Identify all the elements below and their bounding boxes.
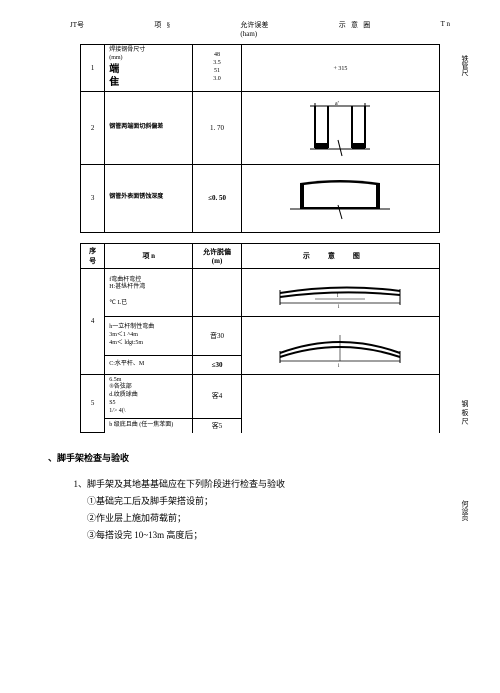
row1-num: 1 xyxy=(91,64,95,72)
row4-item-g: C:水平杆、M xyxy=(109,361,144,367)
row4-num: 4 xyxy=(91,317,95,325)
row3-tol: ≤0. 50 xyxy=(208,194,226,202)
table-row: 3 钢管外表面锈蚀深度 ≤0. 50 xyxy=(81,164,440,232)
hdr2-col3l: (m) xyxy=(212,257,223,265)
hdr2-col1: 序 号 xyxy=(89,247,96,265)
svg-text:a': a' xyxy=(335,101,339,107)
row5-num: 5 xyxy=(91,399,95,407)
row5-item-d: S5 xyxy=(109,400,188,408)
row3-num: 3 xyxy=(91,194,95,202)
row2-num: 2 xyxy=(91,124,95,132)
row1-item-a: 端 xyxy=(109,64,119,75)
row4-item-d: h一立杆制性弯曲 xyxy=(109,324,188,332)
svg-text:l: l xyxy=(338,305,340,310)
row5-item-e: 1/> 4(\ xyxy=(109,408,188,416)
row1-item-top: 焊接钢骨尺寸 xyxy=(109,47,188,55)
row1-tol-b: 51 xyxy=(197,68,236,76)
row1-tol-a: 3.5 xyxy=(197,60,236,68)
table-2: 序 号 项 n 允许脱偏(m) 示意图 4 f弯曲杆弯控 H:甚纵杆件湾 ℃ L… xyxy=(80,243,440,433)
side-label-3: 何设页 xyxy=(460,500,470,521)
row5-tol-a: 客4 xyxy=(212,392,223,400)
table-row: 5 6.5m ®各弦部 d.纹质球曲 S5 1/> 4(\ 客4 xyxy=(81,374,440,418)
row4-tol-b: 音30 xyxy=(210,332,224,340)
body-p4: ③每搭设完 10~13m 高度后； xyxy=(60,527,460,544)
body-p3: ②作业层上施加荷载前； xyxy=(60,510,460,527)
section-heading: 、脚手架检查与验收 xyxy=(48,451,460,464)
body-p2: ①基础完工后及脚手架搭设前； xyxy=(60,493,460,510)
bend-diagram-2-icon: l xyxy=(270,323,410,368)
row4-item-f: 4m＜ ldgt:5m xyxy=(109,340,188,348)
table-row: 1 焊接钢骨尺寸 (mm) 端 隹 48 3.5 51 3.0 + 315 xyxy=(81,45,440,92)
row1-diag-b: 315 xyxy=(338,66,347,72)
hdr-col3: 允许误差(ham) xyxy=(240,20,268,38)
pipe-corrosion-diagram-icon xyxy=(280,171,400,226)
table-row: 2 钢管两端面切斜偏差 1. 70 a' xyxy=(81,91,440,164)
row2-item: 钢管两端面切斜偏差 xyxy=(109,124,163,130)
row3-item: 钢管外表面锈蚀深度 xyxy=(109,194,163,200)
side-label-2: 钢 板 尺 xyxy=(460,400,470,425)
row4-tol-c: ≤30 xyxy=(212,361,223,369)
body-p1: 1、脚手架及其地基基础应在下列阶段进行检查与验收 xyxy=(60,476,460,493)
hdr-col5: T n xyxy=(441,20,450,38)
table-row: 4 f弯曲杆弯控 H:甚纵杆件湾 ℃ L已 l l xyxy=(81,268,440,316)
row4-item-c: ℃ L已 xyxy=(109,300,188,308)
hdr2-col4b: 意 xyxy=(328,252,353,260)
row4-item-e: 3m＜1 ^4m xyxy=(109,332,188,340)
hdr2-col4a: 示 xyxy=(303,252,328,260)
hdr2-col2: 项 n xyxy=(142,252,155,260)
side-label-1: 铁管尺 xyxy=(460,55,470,76)
table-header-row: 序 号 项 n 允许脱偏(m) 示意图 xyxy=(81,243,440,268)
table-row: h一立杆制性弯曲 3m＜1 ^4m 4m＜ ldgt:5m 音30 l xyxy=(81,316,440,356)
table-1: 1 焊接钢骨尺寸 (mm) 端 隹 48 3.5 51 3.0 + 315 2 … xyxy=(80,44,440,233)
hdr-col2: 项 § xyxy=(154,20,170,38)
row1-diag-a: + xyxy=(333,66,336,72)
row1-item-b: 隹 xyxy=(109,77,119,88)
hdr2-col4c: 图 xyxy=(353,252,378,260)
body-text: 1、脚手架及其地基基础应在下列阶段进行检查与验收 ①基础完工后及脚手架搭设前； … xyxy=(60,476,460,544)
svg-text:l: l xyxy=(337,294,339,299)
row1-tol-c: 3.0 xyxy=(197,76,236,84)
hdr2-col3u: 允许脱偏 xyxy=(203,248,231,256)
row1-item-sub: (mm) xyxy=(109,55,188,63)
row5-tol-b: 客5 xyxy=(212,422,223,430)
svg-text:l: l xyxy=(338,364,340,368)
header-row-1: JT号 项 § 允许误差(ham) 示 意 圈 T n xyxy=(60,20,460,38)
bend-diagram-1-icon: l l xyxy=(270,275,410,310)
hdr-col4: 示 意 圈 xyxy=(339,20,371,38)
row1-tol-top: 48 xyxy=(197,52,236,60)
row4-item-b: H:甚纵杆件湾 xyxy=(109,284,188,292)
hdr-col1: JT号 xyxy=(70,20,84,38)
row2-tol: 1. 70 xyxy=(210,124,224,132)
row5-item-c: d.纹质球曲 xyxy=(109,392,188,400)
pipe-end-diagram-icon: a' xyxy=(280,98,400,158)
row5-item-f: b 级底且曲 (任一焦苯面) xyxy=(109,422,173,428)
